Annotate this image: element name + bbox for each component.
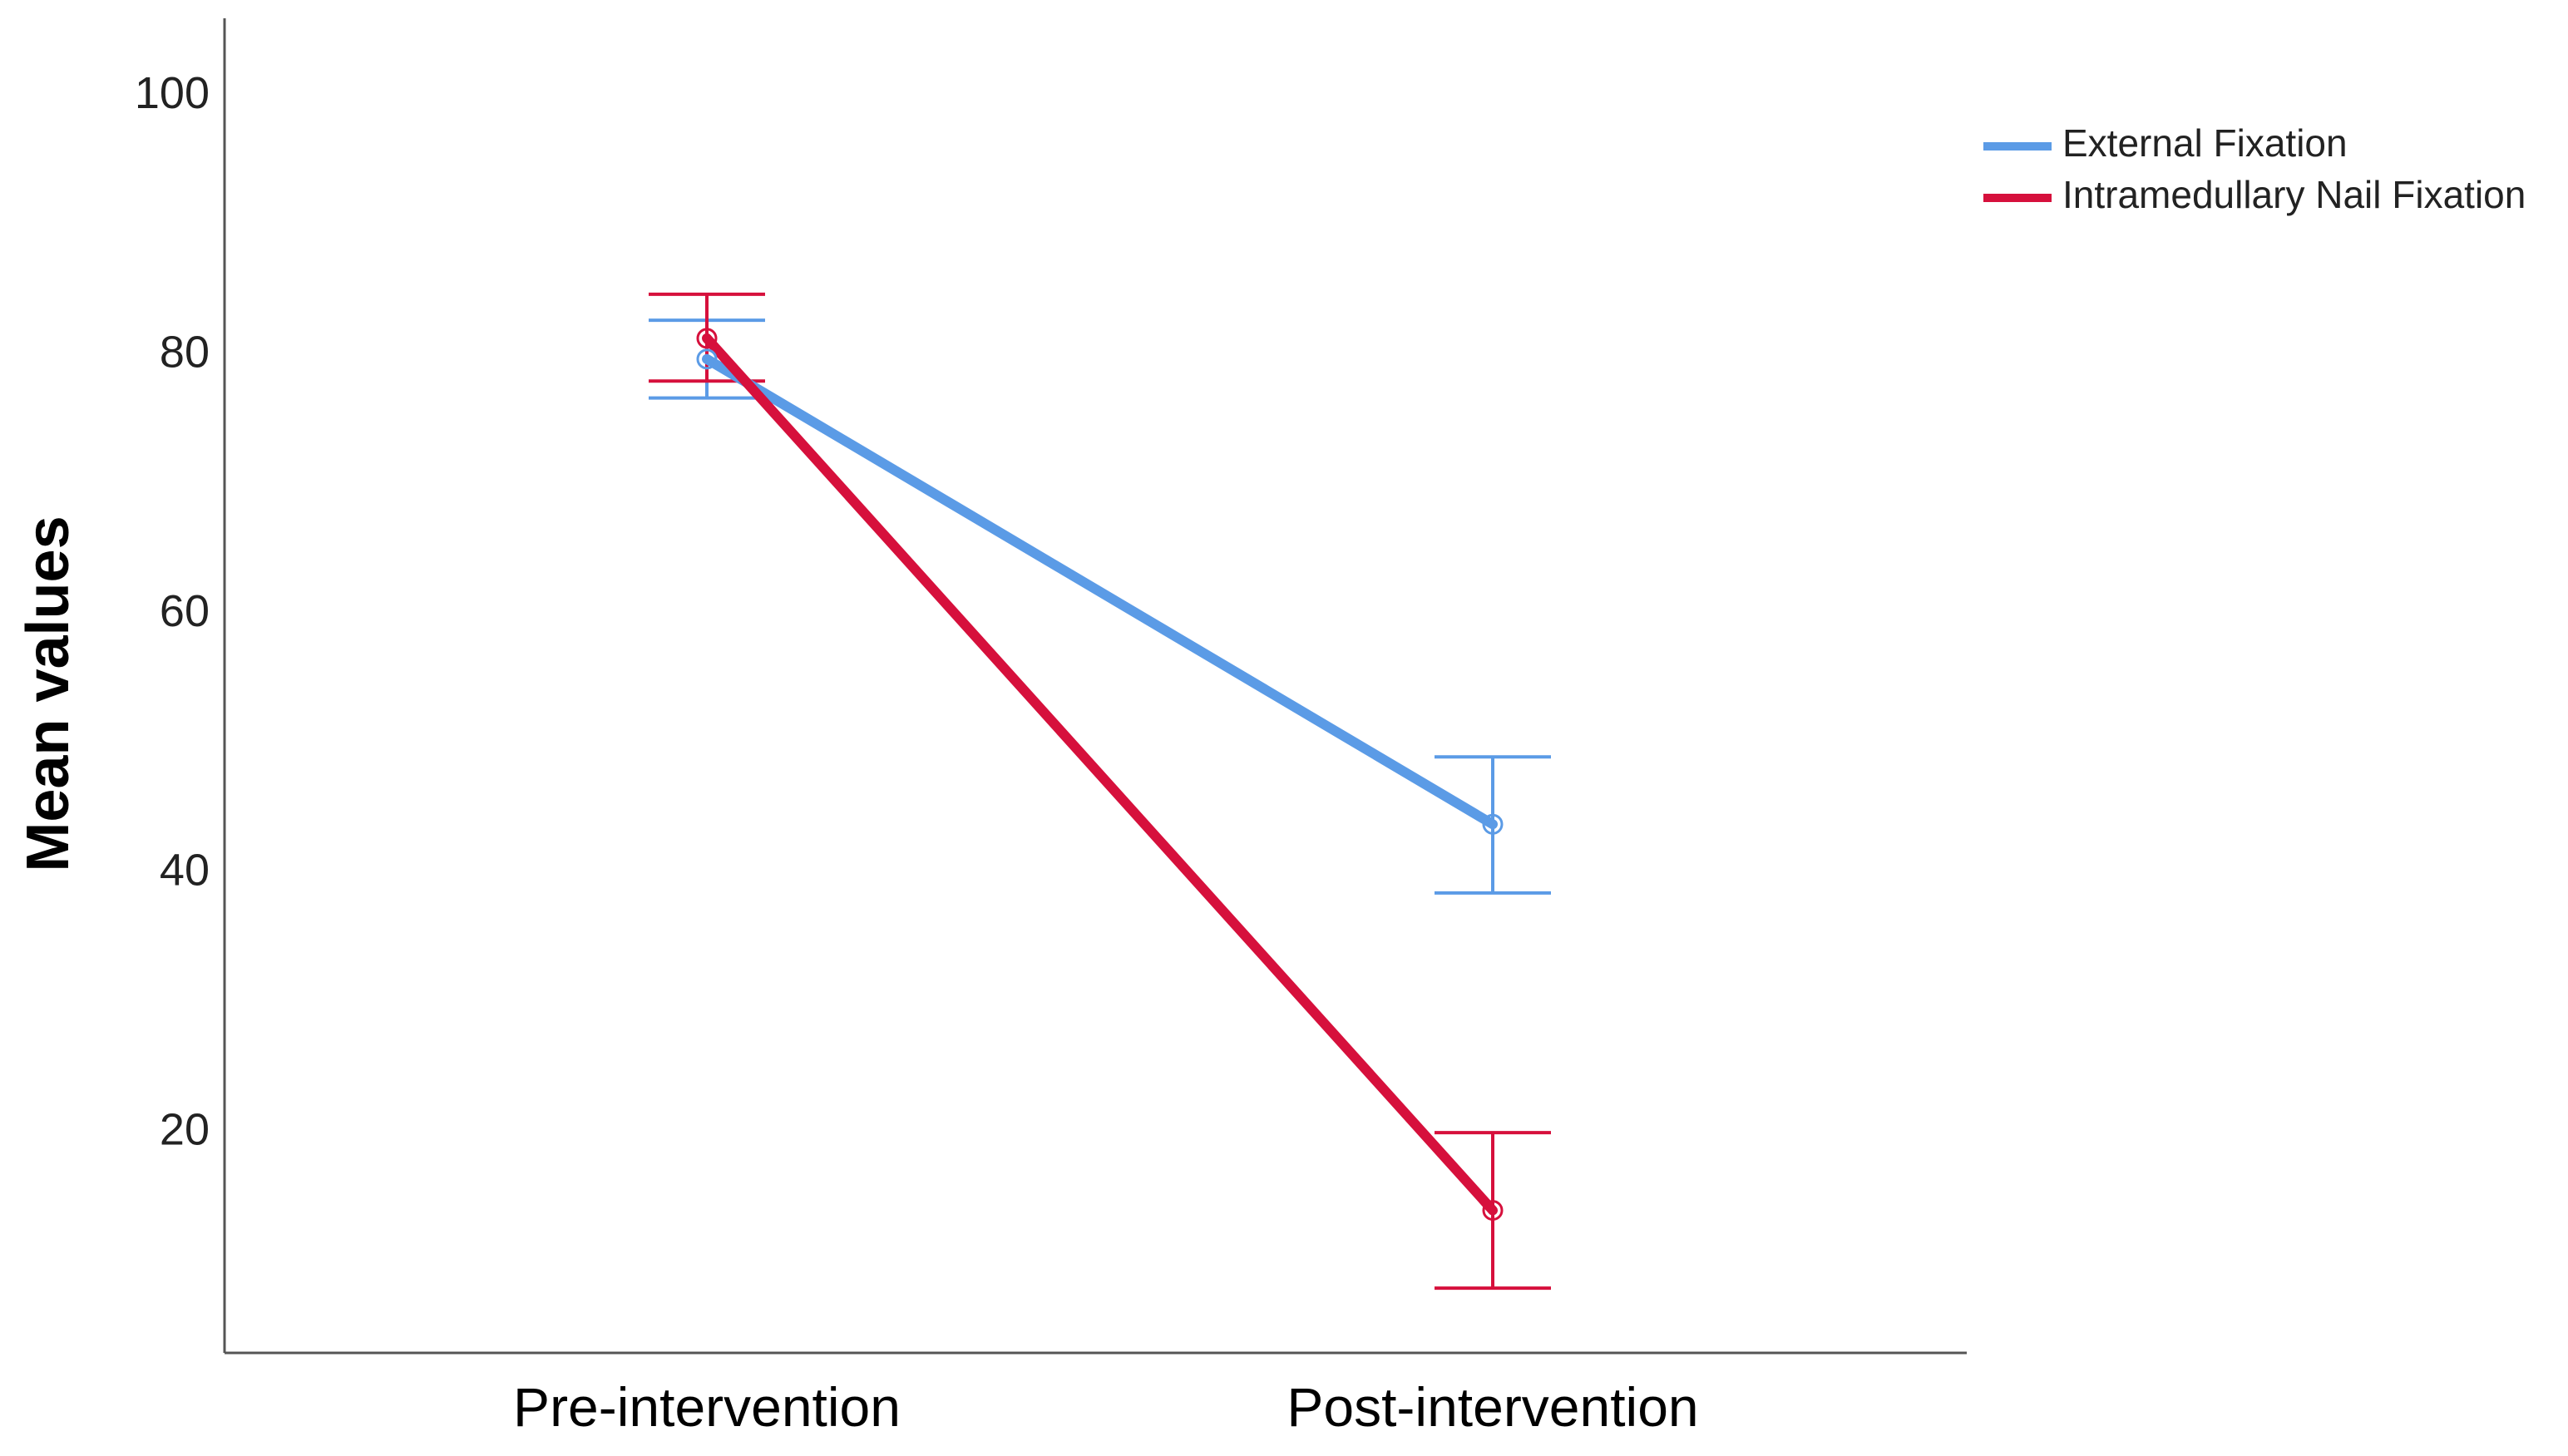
y-tick-label: 100	[135, 68, 210, 118]
legend-label: Intramedullary Nail Fixation	[2062, 173, 2526, 216]
series-line	[707, 338, 1493, 1211]
x-category-label: Pre-intervention	[513, 1376, 901, 1438]
legend-label: External Fixation	[2062, 121, 2348, 165]
series-line	[707, 359, 1493, 824]
y-axis-title: Mean values	[15, 516, 81, 871]
x-category-label: Post-intervention	[1286, 1376, 1698, 1438]
y-tick-label: 40	[160, 846, 210, 896]
y-tick-label: 20	[160, 1104, 210, 1154]
y-tick-label: 80	[160, 327, 210, 377]
y-tick-label: 60	[160, 586, 210, 636]
